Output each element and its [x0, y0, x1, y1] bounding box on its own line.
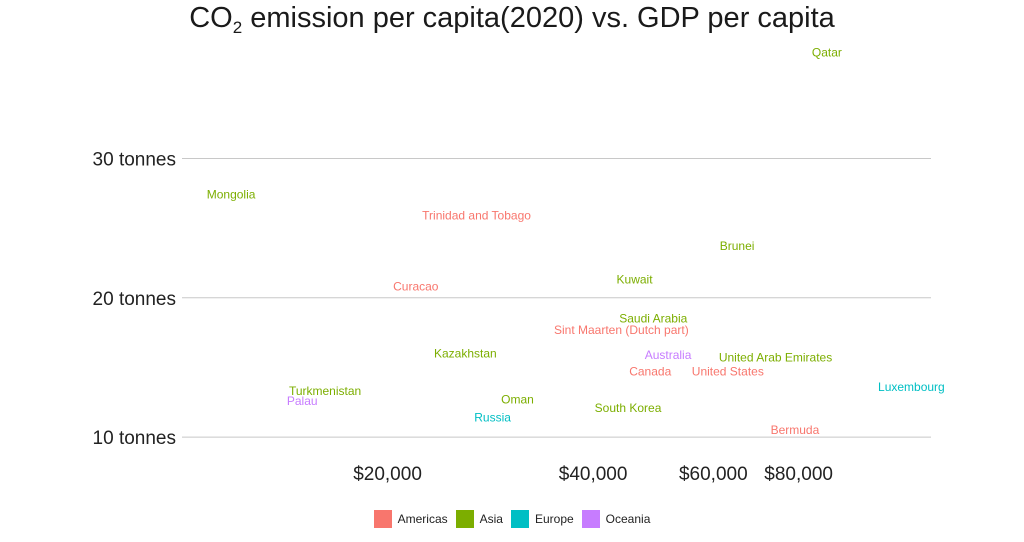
legend-item-americas: Americas	[373, 510, 448, 528]
point-label-australia: Australia	[645, 348, 692, 362]
legend-swatch	[373, 510, 392, 528]
point-label-canada: Canada	[629, 365, 671, 379]
point-label-curacao: Curacao	[393, 280, 439, 294]
legend-swatch	[510, 510, 529, 528]
legend-swatch	[455, 510, 474, 528]
point-label-oman: Oman	[501, 393, 534, 407]
point-label-kazakhstan: Kazakhstan	[434, 347, 497, 361]
point-label-mongolia: Mongolia	[207, 188, 256, 202]
point-label-turkmenistan: Turkmenistan	[289, 384, 361, 398]
y-tick-label: 10 tonnes	[93, 428, 176, 449]
legend-label: Americas	[397, 512, 448, 526]
chart-title-rest: emission per capita(2020) vs. GDP per ca…	[242, 2, 835, 34]
gridlines	[182, 157, 931, 438]
point-label-united-states: United States	[692, 365, 764, 379]
y-tick-label: 30 tonnes	[93, 149, 176, 170]
legend-label: Oceania	[605, 512, 651, 526]
x-tick-label: $40,000	[559, 464, 628, 485]
point-label-bermuda: Bermuda	[771, 423, 820, 437]
y-axis-ticks: 10 tonnes 20 tonnes 30 tonnes	[93, 149, 176, 449]
legend-label: Asia	[479, 512, 503, 526]
point-label-qatar: Qatar	[812, 46, 842, 60]
point-label-russia: Russia	[474, 411, 511, 425]
x-tick-label: $20,000	[353, 464, 422, 485]
legend-swatch	[581, 510, 600, 528]
legend-label: Europe	[534, 512, 574, 526]
point-label-palau: Palau	[287, 394, 318, 408]
point-label-united-arab-emirates: United Arab Emirates	[719, 351, 832, 365]
chart-title-subscript: 2	[232, 18, 243, 37]
x-tick-label: $80,000	[764, 464, 833, 485]
point-label-kuwait: Kuwait	[617, 273, 654, 287]
chart-title: CO2 emission per capita(2020) vs. GDP pe…	[0, 2, 1024, 37]
legend-item-asia: Asia	[455, 510, 503, 528]
point-label-sint-maarten-dutch-part: Sint Maarten (Dutch part)	[554, 323, 689, 337]
x-tick-label: $60,000	[679, 464, 748, 485]
chart-legend: Americas Asia Europe Oceania	[0, 510, 1024, 528]
point-label-brunei: Brunei	[720, 239, 755, 253]
legend-item-europe: Europe	[510, 510, 574, 528]
x-axis-ticks: $20,000 $40,000 $60,000 $80,000	[353, 464, 833, 485]
data-points: Qatar Mongolia Trinidad and Tobago Brunei Ku…	[207, 46, 945, 438]
point-label-trinidad-and-tobago: Trinidad and Tobago	[422, 209, 531, 223]
legend-item-oceania: Oceania	[581, 510, 651, 528]
chart-title-main: CO	[189, 2, 233, 34]
point-label-luxembourg: Luxembourg	[878, 380, 945, 394]
point-label-saudi-arabia: Saudi Arabia	[619, 312, 687, 326]
point-label-south-korea: South Korea	[595, 401, 662, 415]
y-tick-label: 20 tonnes	[93, 289, 176, 310]
